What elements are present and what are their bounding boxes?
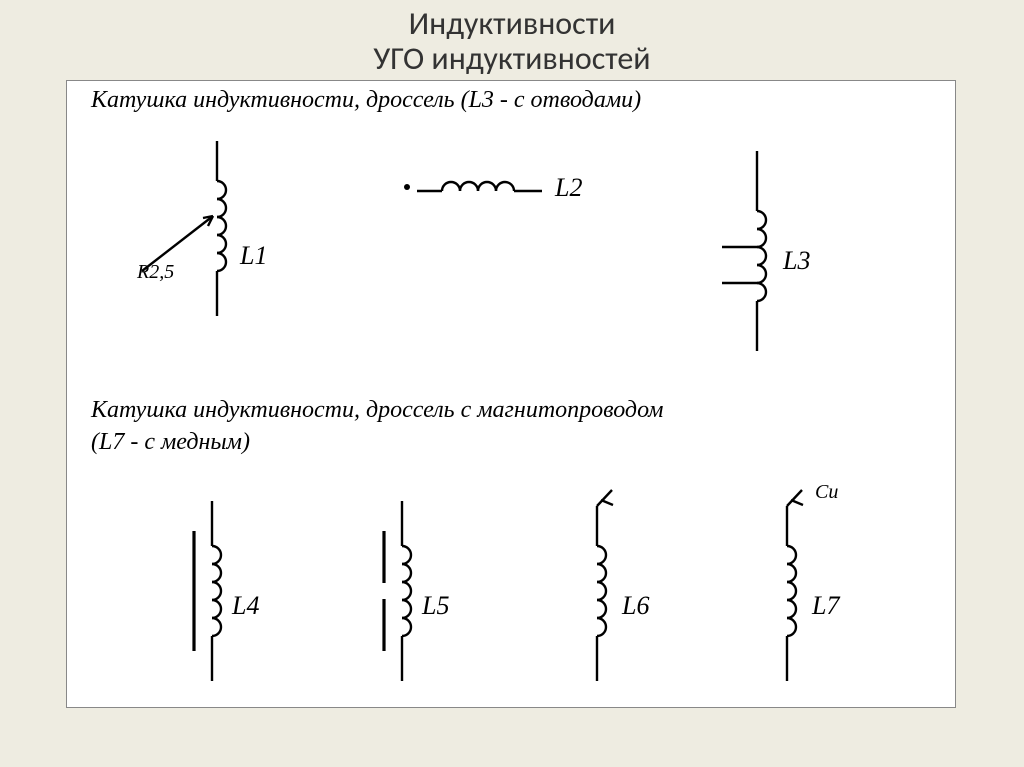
l6-label: L6 <box>622 591 649 621</box>
l2-label: L2 <box>555 173 582 203</box>
l4-label: L4 <box>232 591 259 621</box>
radius-label: R2,5 <box>137 261 174 284</box>
l5-label: L5 <box>422 591 449 621</box>
section-b-heading-2: (L7 - с медным) <box>91 429 250 456</box>
title-line-1: Индуктивности <box>0 6 1024 41</box>
diagram-frame: Катушка индуктивности, дроссель (L3 - с … <box>66 80 956 708</box>
inductor-l1-icon <box>137 141 297 331</box>
l3-label: L3 <box>783 246 810 276</box>
inductor-l6-icon <box>517 486 677 701</box>
inductor-l7-icon <box>707 486 867 701</box>
cu-label: Cu <box>815 481 838 504</box>
section-a-heading: Катушка индуктивности, дроссель (L3 - с … <box>91 87 641 114</box>
section-b-heading-1: Катушка индуктивности, дроссель с магнит… <box>91 397 663 424</box>
page: Индуктивности УГО индуктивностей Катушка… <box>0 0 1024 767</box>
title-line-2: УГО индуктивностей <box>0 41 1024 76</box>
l7-label: L7 <box>812 591 839 621</box>
title-block: Индуктивности УГО индуктивностей <box>0 0 1024 76</box>
l1-label: L1 <box>240 241 267 271</box>
